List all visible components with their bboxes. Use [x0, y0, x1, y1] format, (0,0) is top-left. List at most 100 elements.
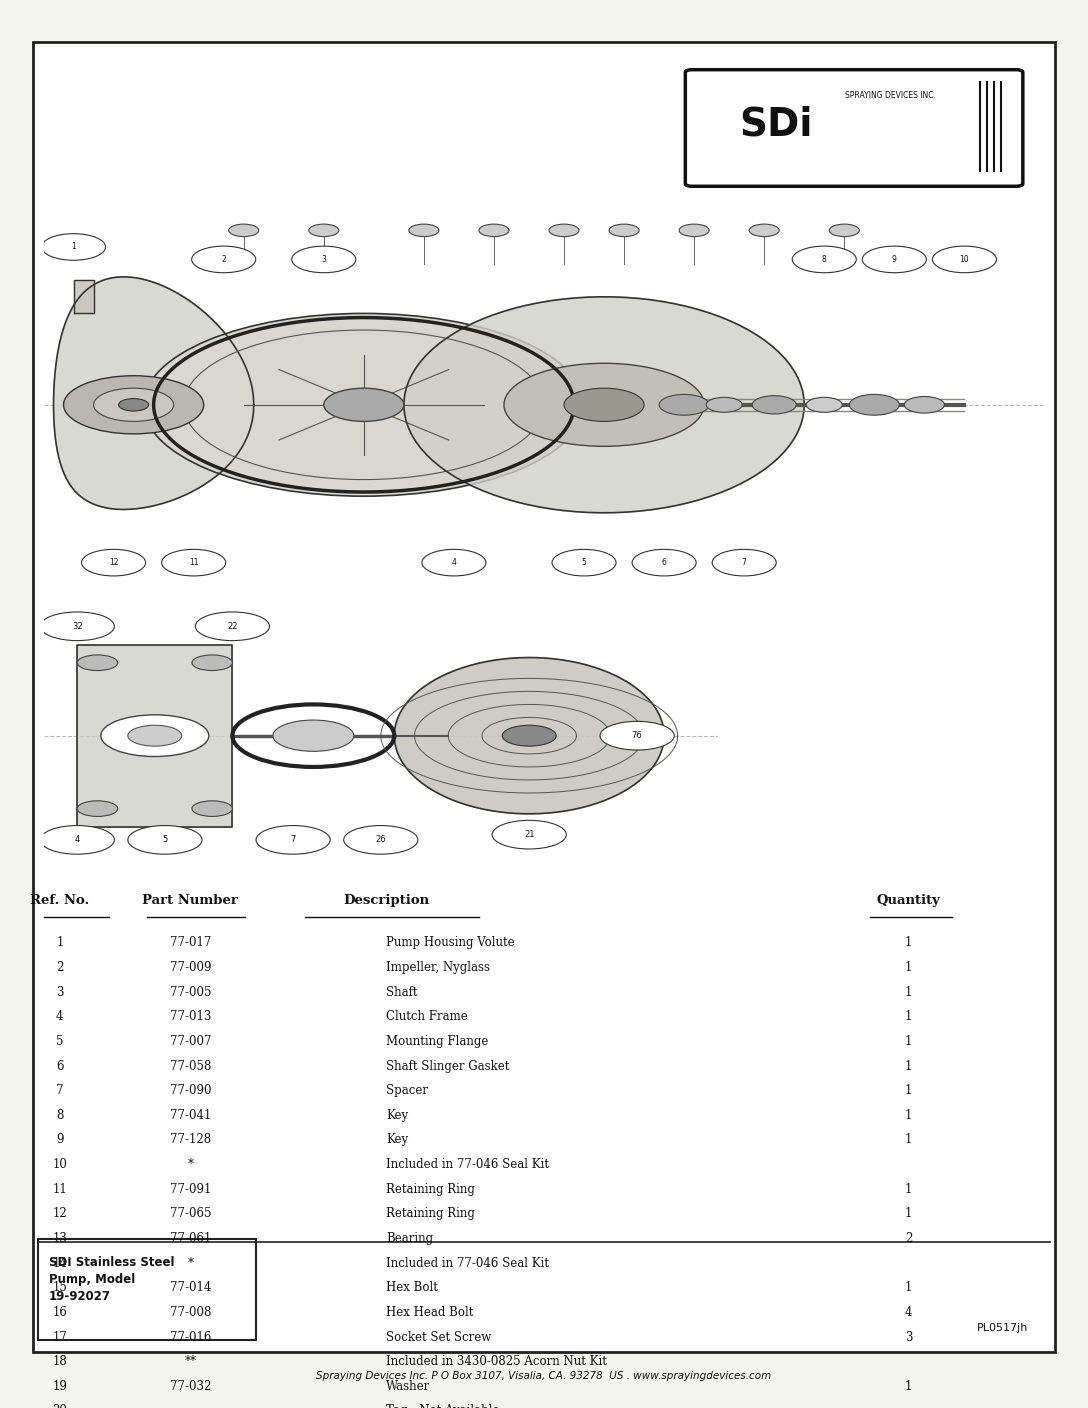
Circle shape: [162, 549, 225, 576]
Circle shape: [191, 246, 256, 273]
Circle shape: [904, 397, 944, 413]
Text: 13: 13: [52, 1232, 67, 1245]
Circle shape: [679, 224, 709, 237]
Text: Retaining Ring: Retaining Ring: [386, 1183, 475, 1195]
Text: 77-041: 77-041: [170, 1110, 211, 1122]
Text: 77-005: 77-005: [170, 986, 211, 998]
Circle shape: [806, 397, 842, 413]
Circle shape: [504, 363, 704, 446]
Circle shape: [552, 549, 616, 576]
FancyBboxPatch shape: [33, 42, 1055, 1352]
Circle shape: [292, 246, 356, 273]
Polygon shape: [53, 277, 254, 510]
Circle shape: [632, 549, 696, 576]
Text: 1: 1: [905, 1110, 912, 1122]
Text: 5: 5: [582, 558, 586, 567]
Circle shape: [77, 801, 118, 817]
Circle shape: [94, 389, 174, 421]
Text: Spacer: Spacer: [386, 1084, 429, 1097]
Text: 4: 4: [57, 1011, 63, 1024]
Text: 22: 22: [227, 622, 237, 631]
Polygon shape: [394, 658, 664, 814]
Circle shape: [713, 549, 776, 576]
Text: 1: 1: [905, 986, 912, 998]
Text: 18: 18: [52, 1356, 67, 1369]
Circle shape: [273, 719, 354, 752]
Text: 1: 1: [905, 1011, 912, 1024]
Circle shape: [256, 825, 331, 855]
Text: *: *: [187, 1257, 194, 1270]
Text: 9: 9: [892, 255, 897, 263]
Text: 12: 12: [109, 558, 119, 567]
Text: 7: 7: [290, 835, 296, 845]
Circle shape: [706, 397, 742, 413]
Polygon shape: [74, 280, 94, 314]
Text: 1: 1: [905, 1133, 912, 1146]
Text: 1: 1: [71, 242, 76, 252]
Circle shape: [82, 549, 146, 576]
Text: Tag—Not Available: Tag—Not Available: [386, 1405, 499, 1408]
Circle shape: [750, 224, 779, 237]
Circle shape: [850, 394, 900, 415]
Text: 77-008: 77-008: [170, 1307, 211, 1319]
Circle shape: [792, 246, 856, 273]
Text: Shaft Slinger Gasket: Shaft Slinger Gasket: [386, 1060, 509, 1073]
Text: 1: 1: [905, 1281, 912, 1294]
Text: 6: 6: [662, 558, 667, 567]
Text: 5: 5: [162, 835, 168, 845]
Text: 4: 4: [75, 835, 79, 845]
Circle shape: [609, 224, 639, 237]
Text: Included in 3430-0825 Acorn Nut Kit: Included in 3430-0825 Acorn Nut Kit: [386, 1356, 607, 1369]
Circle shape: [344, 825, 418, 855]
Circle shape: [422, 549, 486, 576]
Text: 6: 6: [57, 1060, 63, 1073]
Text: 5: 5: [57, 1035, 63, 1048]
Circle shape: [309, 224, 338, 237]
Text: Description: Description: [343, 894, 430, 907]
Text: 26: 26: [375, 835, 386, 845]
Text: 2: 2: [221, 255, 226, 263]
Circle shape: [128, 725, 182, 746]
Text: 1: 1: [905, 1183, 912, 1195]
Text: 9: 9: [57, 1133, 63, 1146]
Text: 17: 17: [52, 1331, 67, 1343]
Text: 1: 1: [905, 1084, 912, 1097]
Text: **: **: [184, 1356, 197, 1369]
FancyBboxPatch shape: [38, 1239, 256, 1340]
Circle shape: [829, 224, 860, 237]
Text: 10: 10: [960, 255, 969, 263]
Text: 11: 11: [52, 1183, 67, 1195]
Text: 32: 32: [72, 622, 83, 631]
Text: Shaft: Shaft: [386, 986, 418, 998]
Text: 3: 3: [905, 1331, 912, 1343]
Text: SDI Stainless Steel
Pump, Model
19-92027: SDI Stainless Steel Pump, Model 19-92027: [49, 1256, 174, 1302]
Text: 1: 1: [905, 962, 912, 974]
Text: 7: 7: [742, 558, 746, 567]
Text: Impeller, Nyglass: Impeller, Nyglass: [386, 962, 491, 974]
Circle shape: [932, 246, 997, 273]
Text: Quantity: Quantity: [877, 894, 940, 907]
Text: Spraying Devices Inc. P O Box 3107, Visalia, CA. 93278  US . www.sprayingdevices: Spraying Devices Inc. P O Box 3107, Visa…: [317, 1370, 771, 1381]
Text: Part Number: Part Number: [143, 894, 238, 907]
Text: 14: 14: [52, 1257, 67, 1270]
Text: 77-061: 77-061: [170, 1232, 211, 1245]
Text: Socket Set Screw: Socket Set Screw: [386, 1331, 492, 1343]
Text: 77-128: 77-128: [170, 1133, 211, 1146]
Text: Washer: Washer: [386, 1380, 431, 1393]
Text: 1: 1: [57, 936, 63, 949]
Text: 77-058: 77-058: [170, 1060, 211, 1073]
Circle shape: [492, 821, 567, 849]
Text: Included in 77-046 Seal Kit: Included in 77-046 Seal Kit: [386, 1157, 549, 1171]
Circle shape: [63, 376, 203, 434]
Text: Mounting Flange: Mounting Flange: [386, 1035, 489, 1048]
Circle shape: [752, 396, 796, 414]
Text: 1: 1: [905, 1035, 912, 1048]
Circle shape: [479, 224, 509, 237]
Text: 16: 16: [52, 1307, 67, 1319]
Circle shape: [144, 314, 584, 496]
Circle shape: [659, 394, 709, 415]
Circle shape: [601, 721, 675, 750]
Text: Clutch Frame: Clutch Frame: [386, 1011, 468, 1024]
Text: 15: 15: [52, 1281, 67, 1294]
Circle shape: [40, 612, 114, 641]
